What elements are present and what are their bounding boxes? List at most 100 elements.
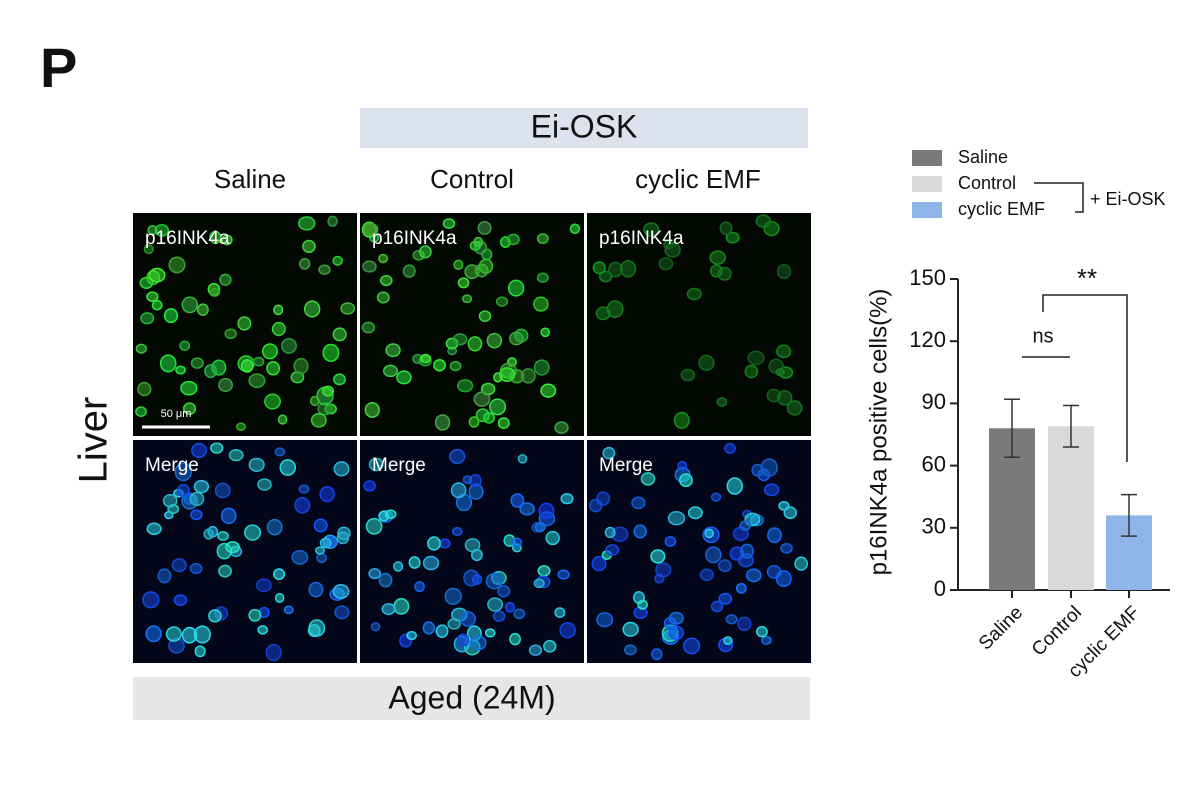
cell — [739, 520, 752, 531]
cell — [698, 354, 715, 371]
cell — [252, 356, 265, 367]
cell — [279, 459, 297, 476]
cell — [334, 605, 350, 620]
cell — [517, 454, 528, 464]
cell — [209, 230, 222, 244]
cell — [336, 531, 350, 545]
cell — [747, 350, 765, 366]
image-label: p16INK4a — [599, 228, 684, 249]
cell — [507, 233, 520, 246]
cell — [385, 343, 401, 358]
cell — [171, 558, 187, 573]
footer-box — [133, 677, 810, 720]
cell — [333, 461, 350, 477]
cell — [162, 494, 178, 508]
cell — [418, 245, 432, 259]
footer: Aged (24M) — [388, 679, 555, 715]
cell — [449, 360, 462, 372]
cell — [204, 364, 218, 379]
cell — [704, 528, 714, 539]
cell — [146, 291, 159, 302]
cell — [761, 635, 772, 645]
cell — [235, 422, 247, 431]
cell — [478, 258, 494, 274]
cell — [767, 527, 782, 544]
cell — [643, 222, 660, 237]
cell — [408, 556, 421, 569]
cell — [663, 617, 677, 630]
cell — [682, 637, 701, 655]
panel-label: P — [40, 36, 77, 99]
cell — [598, 270, 613, 283]
cell — [273, 568, 286, 581]
cell — [780, 542, 793, 554]
cell — [605, 544, 620, 556]
cell — [557, 569, 570, 580]
cell — [537, 565, 551, 577]
legend-note: + Ei-OSK — [1090, 189, 1166, 209]
cell — [332, 255, 344, 266]
cell — [137, 381, 152, 397]
cell — [677, 460, 688, 471]
cell — [363, 480, 376, 492]
y-tick-label: 30 — [922, 514, 946, 539]
cell — [569, 223, 581, 234]
cell — [756, 626, 768, 638]
cell — [147, 224, 158, 236]
cell — [487, 597, 504, 612]
cell — [427, 536, 441, 551]
cell — [723, 636, 733, 646]
cell — [451, 526, 463, 536]
cell — [699, 568, 714, 582]
cell — [396, 370, 412, 385]
cell — [664, 242, 681, 258]
cell — [173, 594, 188, 606]
x-tick-label: Saline — [975, 602, 1027, 654]
cell — [255, 578, 272, 593]
cell — [135, 343, 148, 354]
cell — [257, 478, 272, 491]
cell — [219, 273, 232, 286]
cell — [434, 414, 451, 431]
cell — [457, 277, 470, 289]
cell — [604, 526, 616, 539]
cell — [654, 573, 665, 584]
cell — [182, 402, 197, 415]
cell — [499, 367, 516, 383]
cell — [365, 517, 383, 535]
cell — [209, 287, 221, 297]
cell — [363, 222, 379, 236]
cell — [379, 275, 393, 287]
cell — [492, 610, 506, 622]
significance-bracket — [1042, 294, 1128, 462]
cell — [265, 643, 282, 662]
column-label: cyclic EMF — [635, 164, 761, 194]
cell — [468, 416, 480, 428]
cell — [143, 244, 154, 255]
cell — [189, 491, 205, 507]
cell — [196, 303, 209, 316]
cell — [381, 603, 396, 616]
cell — [225, 541, 240, 554]
column-label: Control — [430, 164, 514, 194]
cell — [218, 377, 233, 392]
cell — [783, 506, 797, 520]
cell — [444, 587, 462, 605]
cell — [724, 442, 736, 454]
cell — [240, 359, 254, 373]
cell — [422, 555, 440, 571]
cell — [181, 296, 199, 314]
cell — [266, 360, 281, 376]
cell — [511, 537, 523, 548]
cell — [333, 373, 346, 386]
cell — [165, 626, 182, 642]
cell — [461, 294, 473, 304]
cell — [208, 609, 222, 623]
cell — [228, 448, 244, 462]
cell — [719, 221, 733, 236]
cell — [560, 493, 574, 505]
cell — [637, 599, 648, 610]
cell — [763, 483, 780, 497]
cell — [592, 261, 606, 275]
cell — [308, 619, 326, 637]
